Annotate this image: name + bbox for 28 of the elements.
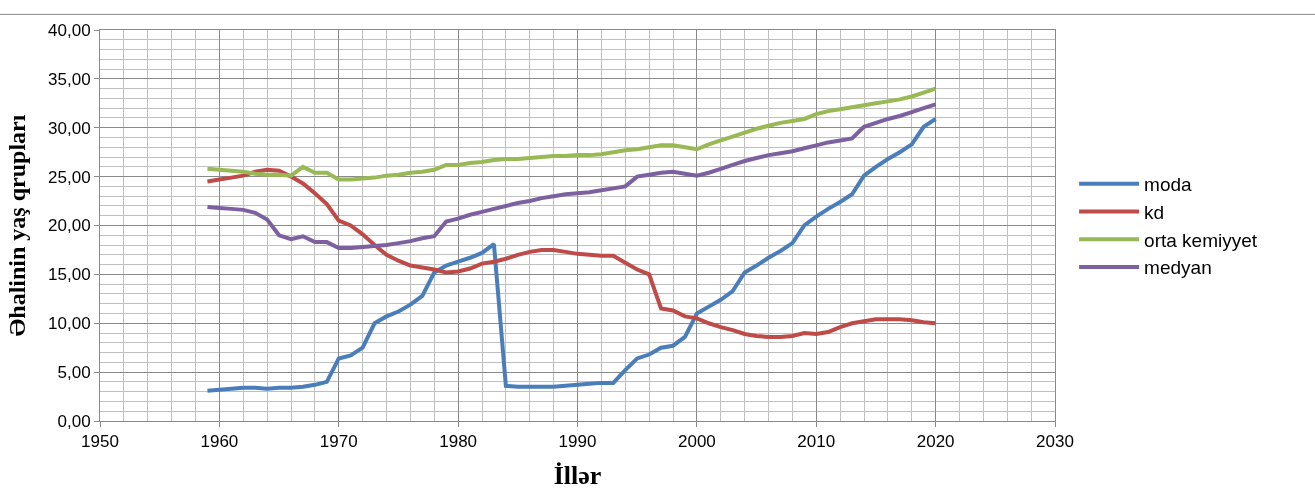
- legend-label: kd: [1144, 201, 1165, 223]
- y-axis-title: Əhalinin yaş qrupları: [4, 114, 31, 337]
- x-tick-label: 1960: [200, 432, 239, 452]
- y-tick-label: 40,00: [48, 20, 91, 40]
- y-tick-label: 35,00: [48, 69, 91, 89]
- y-tick-label: 5,00: [57, 363, 91, 383]
- line-series: [205, 102, 938, 250]
- x-tick-label: 2010: [797, 432, 836, 452]
- x-tick-label: 2000: [677, 432, 716, 452]
- y-tick-label: 10,00: [48, 314, 91, 334]
- x-tick-label: 1990: [558, 432, 597, 452]
- x-tick-label: 2030: [1036, 432, 1074, 452]
- line-series: [205, 86, 938, 182]
- x-tick-label: 1970: [319, 432, 358, 452]
- legend-label: medyan: [1144, 257, 1212, 279]
- line-series: [205, 116, 938, 393]
- line-series: [205, 167, 938, 339]
- legend-label: moda: [1144, 174, 1193, 196]
- y-tick-label: 25,00: [48, 167, 91, 187]
- y-tick-label: 20,00: [48, 216, 91, 236]
- y-tick-label: 30,00: [48, 118, 91, 138]
- y-tick-label: 0,00: [57, 411, 91, 431]
- x-tick-label: 2020: [916, 432, 955, 452]
- x-tick-label: 1950: [81, 432, 119, 452]
- legend-label: orta kemiyyet: [1144, 229, 1258, 251]
- x-tick-label: 1980: [439, 432, 478, 452]
- x-axis-title: İllər: [553, 461, 602, 491]
- y-tick-label: 15,00: [48, 265, 91, 285]
